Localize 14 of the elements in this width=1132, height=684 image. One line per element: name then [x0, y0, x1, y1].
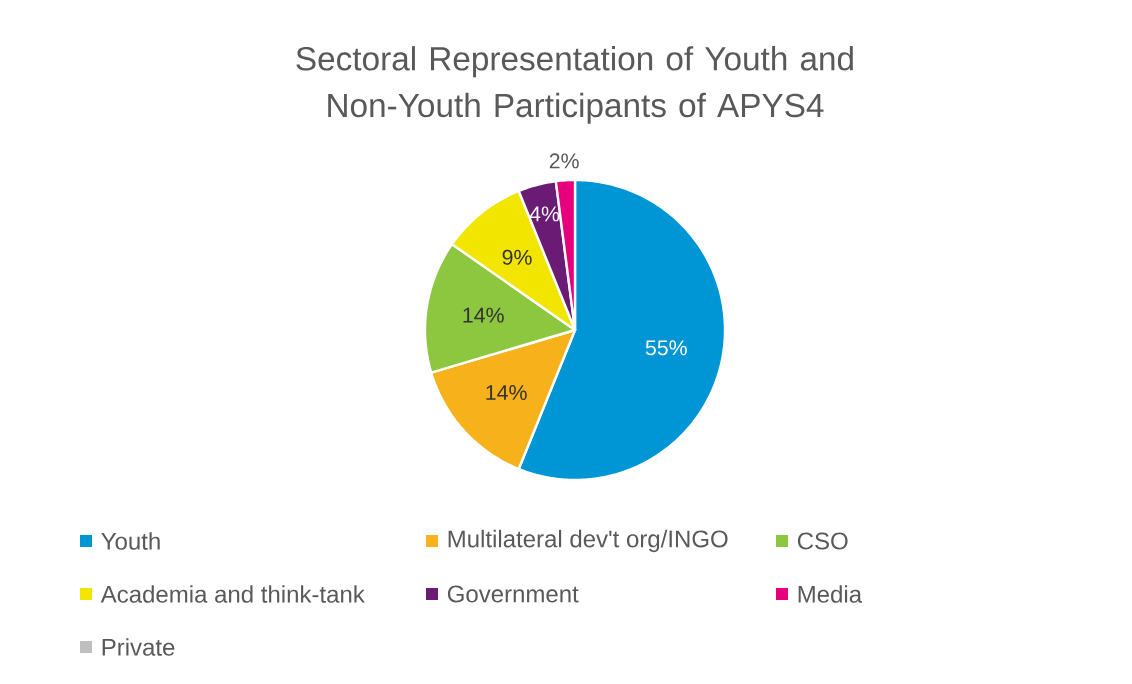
legend-label: Multilateral dev't org/INGO: [448, 529, 728, 553]
data-label: 14%: [463, 307, 504, 323]
data-label: 4%: [529, 206, 560, 222]
chart-title: Sectoral Representation of Youth and Non-Youth Participants of APYS4: [296, 46, 853, 124]
legend-label: Media: [798, 585, 863, 603]
legend-label: CSO: [797, 532, 848, 550]
data-label: 9%: [502, 249, 532, 265]
data-label: 2%: [549, 153, 579, 169]
legend-label: Private: [102, 638, 175, 656]
legend-label: Academia and think-tank: [100, 585, 365, 603]
data-label: 14%: [486, 385, 527, 400]
legend-label: Government: [447, 585, 579, 603]
data-label: 55%: [645, 340, 687, 356]
legend-label: Youth: [101, 532, 160, 550]
